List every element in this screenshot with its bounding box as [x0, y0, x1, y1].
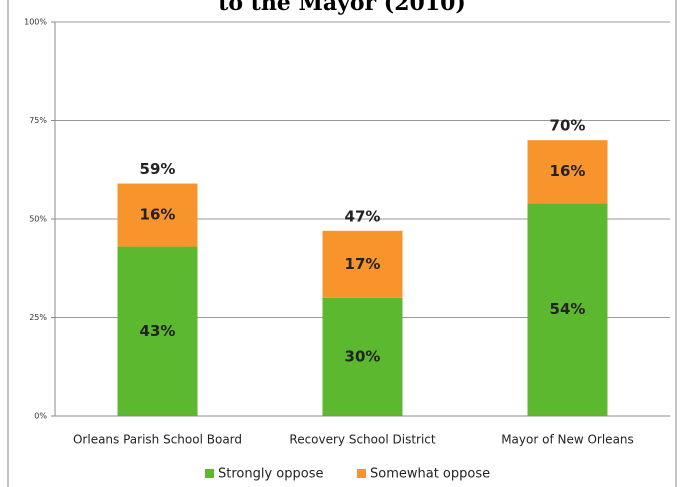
data-label: 16% [140, 206, 176, 224]
legend-label: Strongly oppose [218, 467, 323, 482]
data-label: 43% [140, 322, 176, 340]
legend-swatch [205, 469, 214, 478]
y-tick-label: 100% [24, 18, 47, 27]
chart-title: to the Mayor (2010) [218, 0, 466, 16]
total-label: 59% [140, 160, 176, 178]
bar-segment [527, 140, 608, 204]
total-label: 70% [550, 117, 586, 135]
bar-segment [322, 230, 403, 298]
y-tick-label: 25% [29, 313, 47, 322]
x-tick-label: Orleans Parish School Board [73, 433, 242, 447]
x-tick-label: Recovery School District [289, 433, 436, 447]
data-label: 17% [345, 255, 381, 273]
total-label: 47% [345, 207, 381, 225]
data-label: 30% [345, 347, 381, 365]
data-label: 54% [550, 300, 586, 318]
y-tick-label: 0% [34, 412, 47, 421]
bar-segment [322, 297, 403, 416]
x-tick-label: Mayor of New Orleans [501, 433, 634, 447]
y-tick-label: 75% [29, 116, 47, 125]
data-label: 16% [550, 162, 586, 180]
legend-swatch [357, 469, 366, 478]
bar-segment [527, 203, 608, 416]
bar-segment [117, 183, 198, 247]
y-tick-label: 50% [29, 215, 47, 224]
legend-label: Somewhat oppose [370, 467, 490, 482]
bar-segment [117, 246, 198, 416]
